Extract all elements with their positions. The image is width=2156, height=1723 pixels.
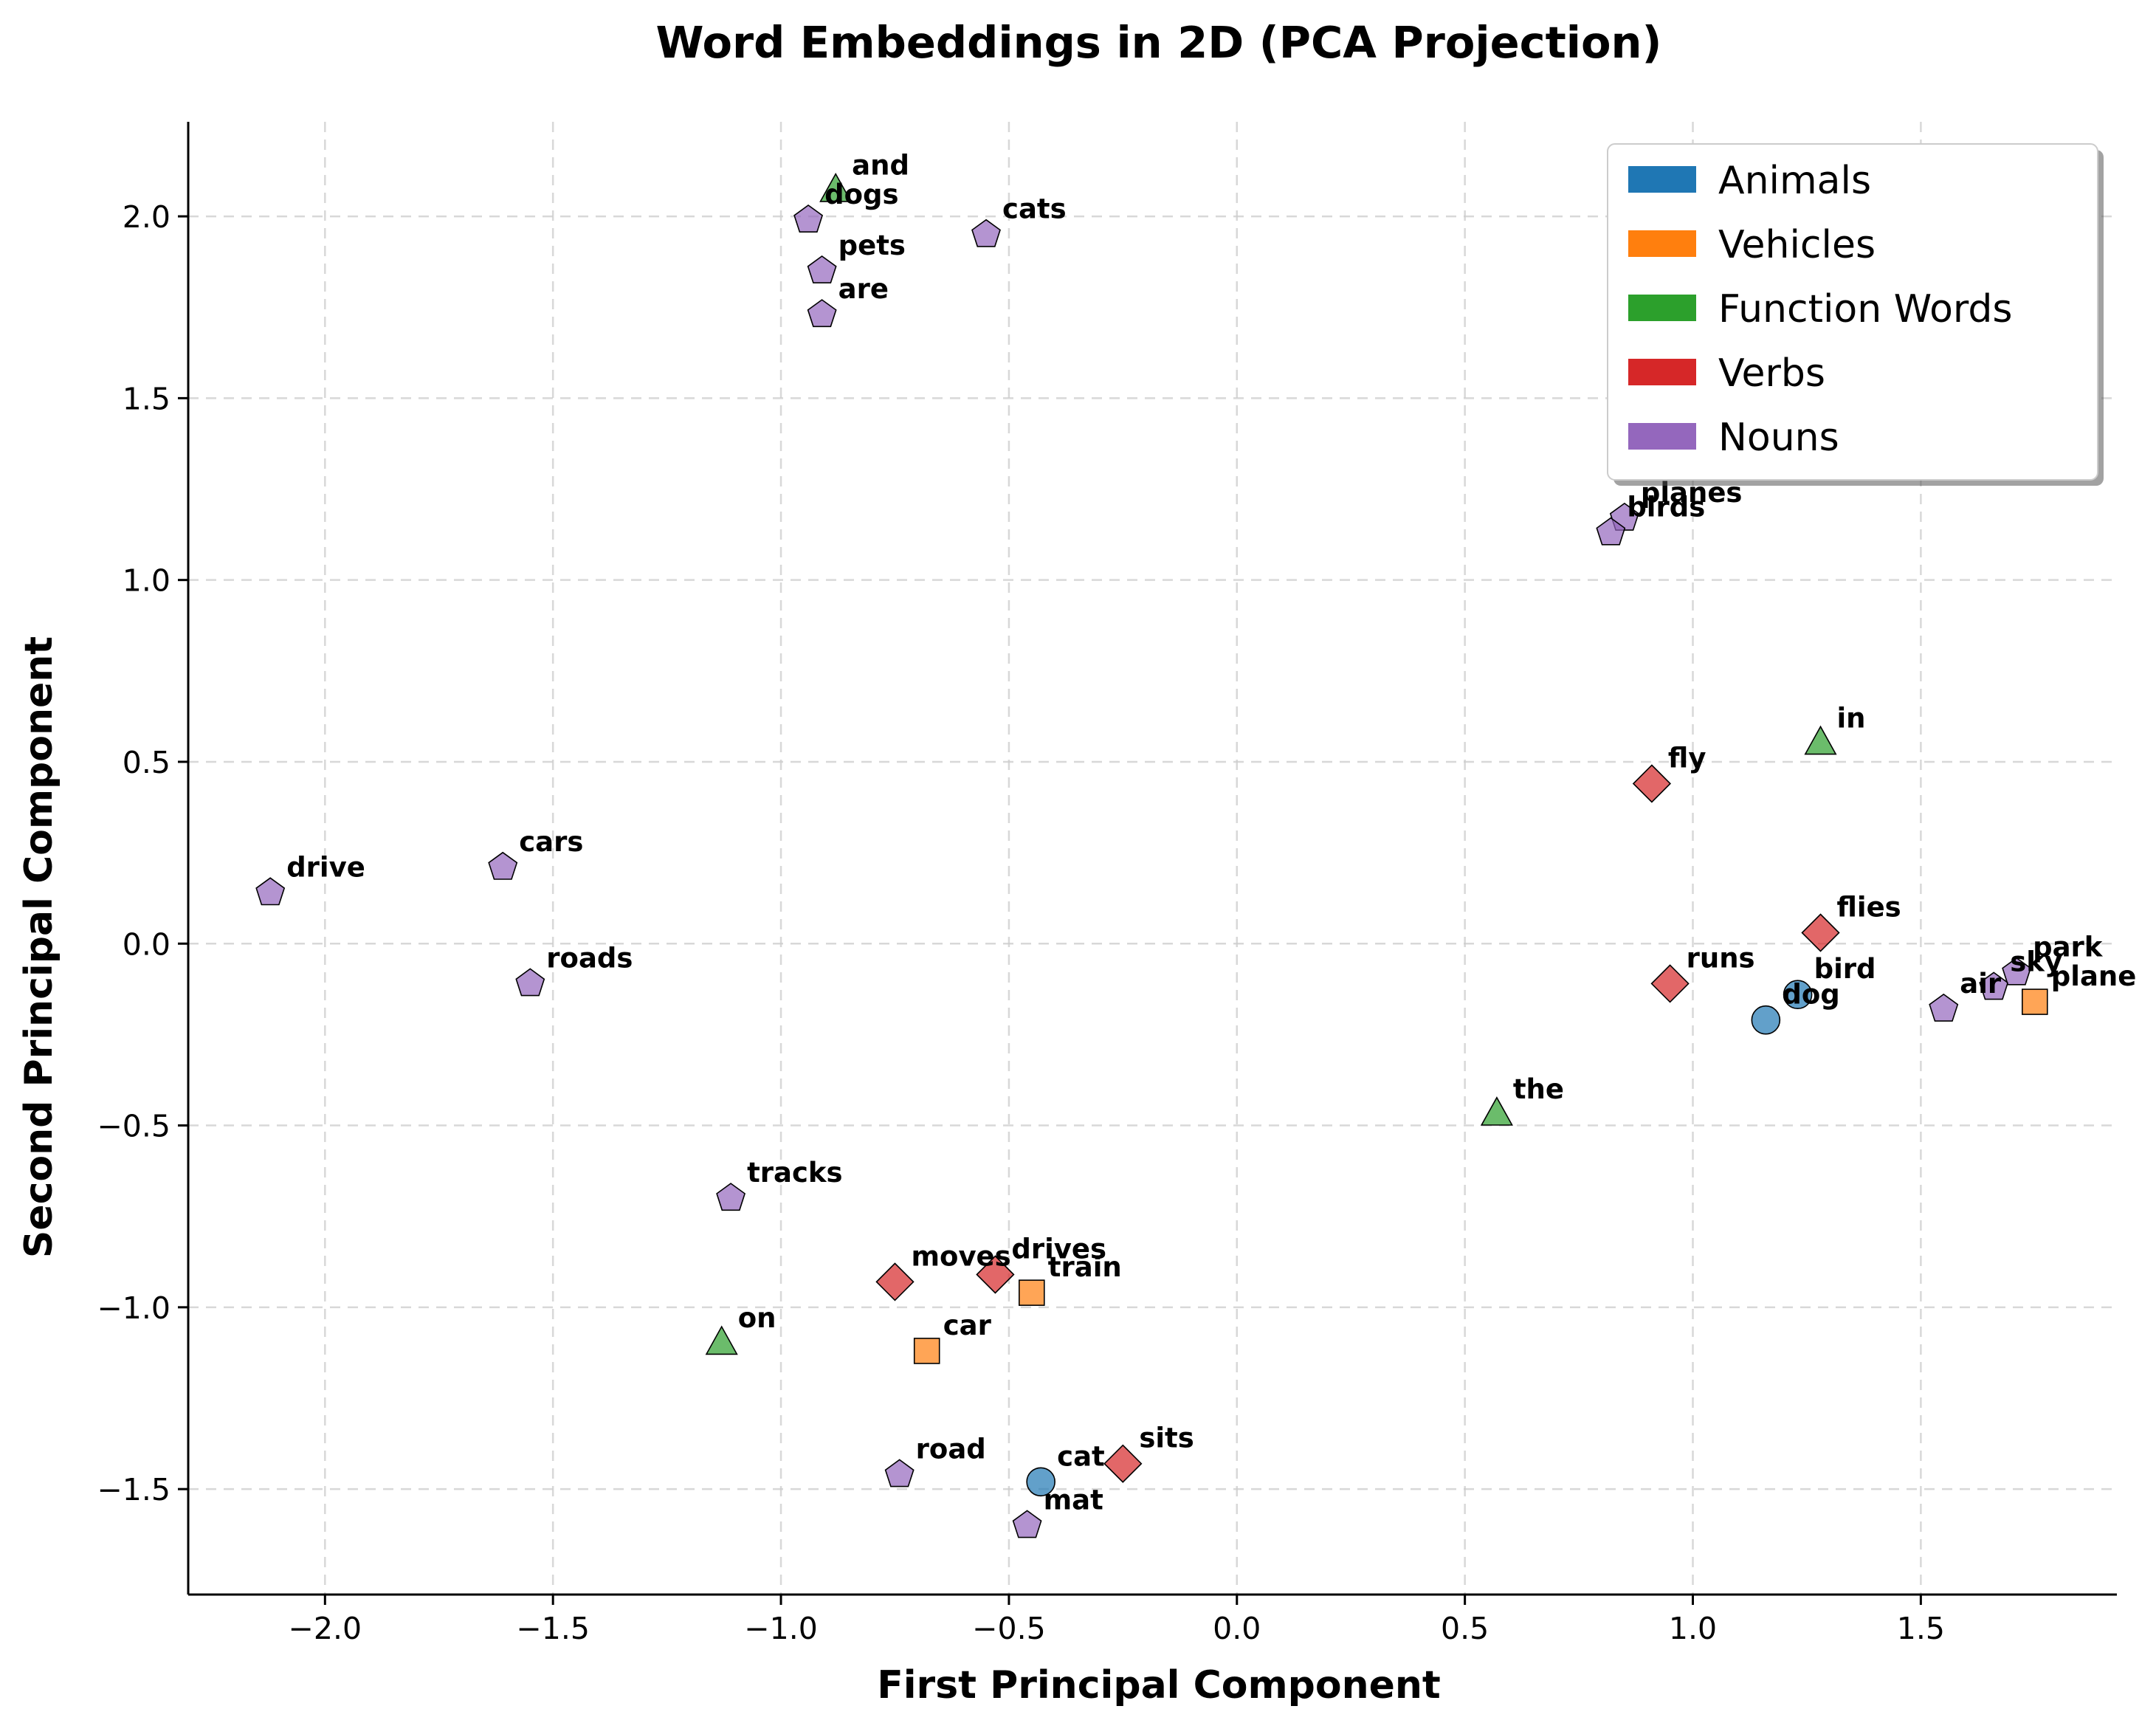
- point-label-runs: runs: [1687, 942, 1755, 974]
- y-tick-label: −1.5: [97, 1472, 171, 1507]
- data-point-cars: [488, 851, 518, 880]
- data-point-road: [884, 1459, 915, 1488]
- point-label-tracks: tracks: [747, 1157, 842, 1189]
- legend-swatch-verbs: [1628, 359, 1696, 385]
- legend-swatch-vehicles: [1628, 230, 1696, 257]
- point-label-are: are: [838, 273, 889, 305]
- data-point-and: [819, 172, 853, 202]
- data-point-air: [1929, 993, 1959, 1022]
- y-axis-label: Second Principal Component: [17, 636, 61, 1258]
- data-point-sky: [1979, 971, 2009, 1000]
- data-point-runs: [1650, 964, 1690, 1003]
- x-axis-label: First Principal Component: [877, 1663, 1441, 1707]
- data-point-mat: [1012, 1510, 1042, 1538]
- legend-label-vehicles: Vehicles: [1718, 223, 1876, 267]
- x-tick-label: 1.0: [1669, 1611, 1717, 1646]
- point-label-birds: birds: [1627, 492, 1705, 523]
- x-tick-label: −0.5: [972, 1611, 1046, 1646]
- legend: Animals Vehicles Function Words Verbs Nouns: [1607, 143, 2104, 486]
- point-label-the: the: [1513, 1073, 1564, 1105]
- data-point-cat: [1026, 1467, 1055, 1497]
- data-point-tracks: [716, 1183, 746, 1211]
- y-tick-label: 1.5: [123, 381, 171, 416]
- point-label-sky: sky: [2010, 946, 2062, 977]
- data-point-drives: [976, 1255, 1015, 1294]
- x-axis-ticks: −2.0 −1.5 −1.0 −0.5 0.0 0.5 1.0 1.5: [289, 1595, 1945, 1646]
- point-label-bird: bird: [1814, 953, 1876, 985]
- y-tick-label: 1.0: [123, 563, 171, 599]
- data-point-plane: [2022, 988, 2048, 1015]
- point-label-roads: roads: [546, 942, 633, 974]
- x-tick-label: 0.0: [1213, 1611, 1261, 1646]
- axes: [187, 122, 2117, 1596]
- data-point-in: [1804, 725, 1837, 755]
- legend-label-nouns: Nouns: [1718, 416, 1839, 460]
- point-label-drives: drives: [1011, 1234, 1106, 1265]
- point-label-sits: sits: [1139, 1423, 1194, 1454]
- y-axis-ticks: −1.5 −1.0 −0.5 0.0 0.5 1.0 1.5 2.0: [97, 199, 188, 1507]
- point-label-plane: plane: [2051, 960, 2137, 992]
- data-point-pets: [807, 255, 837, 283]
- legend-label-function-words: Function Words: [1718, 287, 2012, 331]
- x-tick-label: 1.5: [1897, 1611, 1945, 1646]
- point-label-train: train: [1048, 1251, 1122, 1283]
- data-point-moves: [875, 1262, 915, 1301]
- legend-label-verbs: Verbs: [1718, 351, 1825, 396]
- point-label-flies: flies: [1836, 891, 1901, 923]
- point-label-in: in: [1836, 702, 1865, 734]
- point-label-and: and: [852, 150, 909, 182]
- chart-title: Word Embeddings in 2D (PCA Projection): [655, 17, 1661, 68]
- x-tick-label: −1.0: [744, 1611, 818, 1646]
- point-label-pets: pets: [838, 230, 906, 261]
- data-point-park: [2002, 957, 2032, 986]
- point-label-fly: fly: [1668, 743, 1706, 774]
- data-point-dogs: [793, 204, 824, 233]
- y-tick-label: −0.5: [97, 1109, 171, 1144]
- data-point-dog: [1751, 1005, 1781, 1035]
- data-point-car: [913, 1338, 940, 1364]
- point-label-on: on: [738, 1302, 776, 1334]
- point-label-dogs: dogs: [824, 179, 898, 210]
- data-point-birds: [1596, 517, 1626, 546]
- point-label-park: park: [2033, 932, 2104, 963]
- point-label-drive: drive: [286, 851, 365, 883]
- y-tick-label: −1.0: [97, 1290, 171, 1326]
- data-point-on: [705, 1325, 738, 1355]
- y-tick-label: 0.0: [123, 926, 171, 962]
- legend-swatch-function-words: [1628, 295, 1696, 321]
- point-label-cars: cars: [519, 826, 583, 858]
- point-label-car: car: [943, 1310, 992, 1341]
- data-point-cats: [971, 219, 1001, 247]
- legend-swatch-animals: [1628, 166, 1696, 193]
- point-label-air: air: [1960, 968, 2002, 1000]
- point-label-road: road: [916, 1433, 986, 1465]
- data-point-drive: [255, 877, 286, 906]
- point-label-dog: dog: [1782, 979, 1839, 1011]
- legend-swatch-nouns: [1628, 423, 1696, 450]
- data-points: [255, 172, 2048, 1538]
- data-point-flies: [1801, 913, 1840, 952]
- legend-label-animals: Animals: [1718, 159, 1871, 203]
- point-label-cat: cat: [1057, 1440, 1105, 1472]
- grid-lines: [188, 122, 2117, 1595]
- point-label-moves: moves: [911, 1240, 1010, 1272]
- data-point-the: [1480, 1096, 1513, 1126]
- data-point-are: [807, 299, 837, 328]
- data-point-bird: [1783, 980, 1813, 1010]
- data-point-roads: [515, 968, 545, 997]
- y-tick-label: 0.5: [123, 745, 171, 780]
- x-tick-label: −2.0: [289, 1611, 362, 1646]
- x-tick-label: 0.5: [1441, 1611, 1489, 1646]
- data-point-sits: [1103, 1444, 1143, 1483]
- x-tick-label: −1.5: [516, 1611, 590, 1646]
- point-label-mat: mat: [1044, 1484, 1103, 1516]
- point-label-cats: cats: [1002, 193, 1067, 225]
- data-point-train: [1019, 1279, 1045, 1306]
- legend-box: [1607, 143, 2098, 481]
- y-tick-label: 2.0: [123, 199, 171, 235]
- data-point-fly: [1632, 764, 1672, 803]
